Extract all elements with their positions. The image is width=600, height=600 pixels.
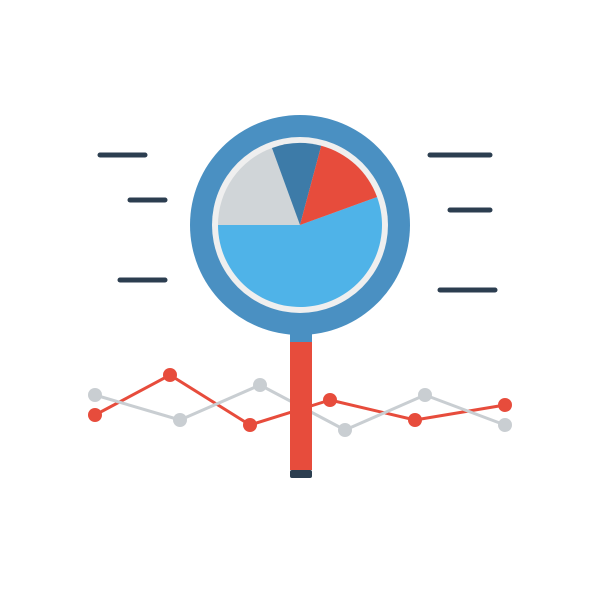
line-series-series-b-point: [418, 388, 432, 402]
line-series-series-b-point: [498, 418, 512, 432]
line-series-series-a-point: [88, 408, 102, 422]
line-series-series-a-point: [323, 393, 337, 407]
analytics-infographic: [0, 0, 600, 600]
line-series-series-b-point: [253, 378, 267, 392]
line-series-series-a-point: [243, 418, 257, 432]
line-series-series-b-point: [88, 388, 102, 402]
magnifier-handle-body: [290, 342, 312, 470]
line-series-series-b-point: [338, 423, 352, 437]
line-series-series-b-point: [173, 413, 187, 427]
line-series-series-a-point: [498, 398, 512, 412]
magnifier-handle: [290, 329, 312, 478]
magnifier-handle-cap: [290, 470, 312, 478]
line-series-series-a-point: [408, 413, 422, 427]
pie-chart: [218, 143, 382, 307]
line-series-series-a-point: [163, 368, 177, 382]
